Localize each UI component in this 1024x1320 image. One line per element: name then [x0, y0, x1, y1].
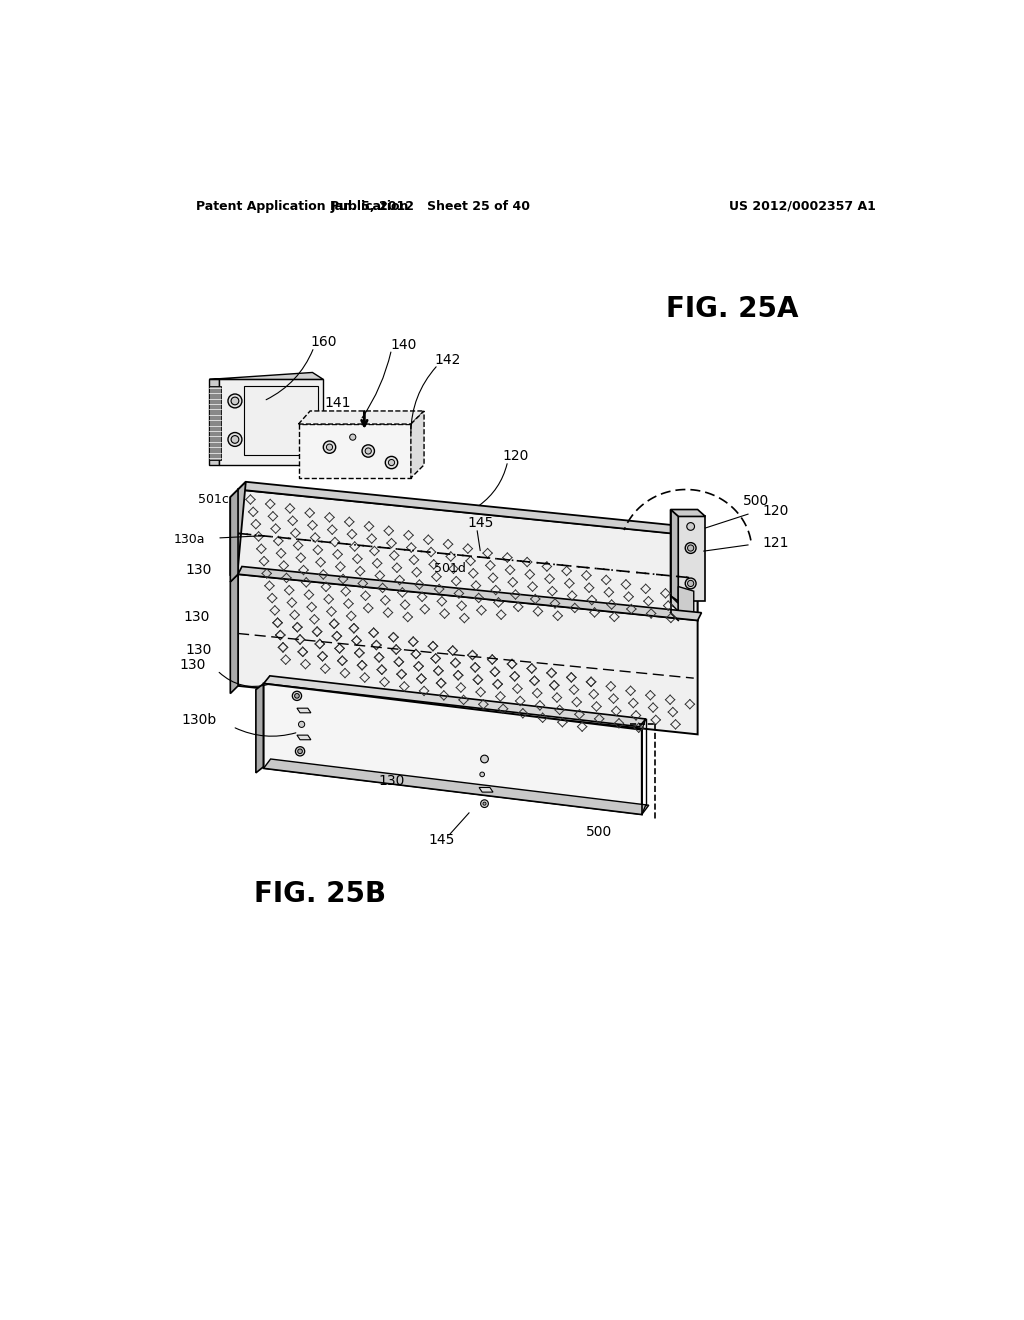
Text: 130: 130 [378, 774, 404, 788]
Circle shape [480, 800, 488, 808]
Text: 145: 145 [429, 833, 455, 847]
Polygon shape [297, 735, 311, 739]
Circle shape [228, 433, 242, 446]
Circle shape [687, 545, 693, 552]
Polygon shape [671, 510, 678, 601]
Circle shape [483, 803, 486, 805]
Circle shape [324, 441, 336, 453]
Text: Patent Application Publication: Patent Application Publication [197, 199, 409, 213]
Text: FIG. 25B: FIG. 25B [254, 879, 386, 908]
Circle shape [687, 581, 693, 586]
Circle shape [295, 747, 305, 756]
Text: 130: 130 [183, 610, 209, 623]
Text: 130b: 130b [182, 714, 217, 727]
Circle shape [327, 444, 333, 450]
Text: 130: 130 [185, 564, 212, 577]
Text: 501d: 501d [434, 561, 466, 574]
Polygon shape [411, 411, 424, 478]
Circle shape [349, 434, 356, 441]
Text: 141: 141 [324, 396, 350, 411]
Text: US 2012/0002357 A1: US 2012/0002357 A1 [729, 199, 876, 213]
Polygon shape [263, 676, 646, 726]
Polygon shape [678, 586, 693, 616]
Circle shape [685, 578, 696, 589]
Polygon shape [297, 708, 311, 713]
Circle shape [298, 748, 302, 754]
Circle shape [685, 543, 696, 553]
Polygon shape [238, 574, 697, 734]
Polygon shape [230, 482, 246, 576]
Polygon shape [230, 574, 238, 693]
Circle shape [228, 395, 242, 408]
Polygon shape [299, 411, 424, 424]
Polygon shape [671, 510, 706, 516]
Circle shape [231, 436, 239, 444]
Circle shape [480, 772, 484, 776]
Text: 500: 500 [742, 494, 769, 508]
Text: 121: 121 [762, 536, 788, 550]
Polygon shape [209, 379, 219, 465]
Polygon shape [256, 684, 263, 774]
Polygon shape [209, 372, 324, 379]
Polygon shape [263, 759, 649, 814]
Polygon shape [678, 516, 706, 601]
Circle shape [362, 445, 375, 457]
Text: 501c: 501c [198, 492, 228, 506]
Polygon shape [671, 595, 678, 611]
Polygon shape [299, 424, 411, 478]
Text: 140: 140 [390, 338, 417, 351]
Circle shape [299, 721, 305, 727]
Circle shape [231, 397, 239, 405]
Circle shape [388, 459, 394, 466]
Text: 120: 120 [503, 449, 528, 463]
Circle shape [292, 692, 302, 701]
Text: 160: 160 [311, 335, 337, 350]
Text: 142: 142 [434, 354, 461, 367]
Text: 130: 130 [179, 659, 206, 672]
Text: 130a: 130a [174, 533, 206, 546]
Polygon shape [238, 490, 697, 620]
Polygon shape [238, 482, 701, 536]
Text: 120: 120 [762, 504, 788, 517]
Text: 500: 500 [586, 825, 612, 840]
Text: FIG. 25A: FIG. 25A [667, 294, 799, 322]
Text: Jan. 5, 2012   Sheet 25 of 40: Jan. 5, 2012 Sheet 25 of 40 [331, 199, 530, 213]
Polygon shape [238, 566, 701, 620]
Circle shape [295, 693, 299, 698]
Circle shape [366, 447, 372, 454]
Polygon shape [209, 385, 221, 461]
Text: 130: 130 [185, 643, 212, 656]
Polygon shape [479, 788, 493, 792]
Text: 145: 145 [467, 516, 494, 529]
Polygon shape [219, 379, 324, 465]
Circle shape [687, 523, 694, 531]
Circle shape [480, 755, 488, 763]
Polygon shape [230, 490, 238, 582]
Polygon shape [263, 684, 642, 814]
Circle shape [385, 457, 397, 469]
